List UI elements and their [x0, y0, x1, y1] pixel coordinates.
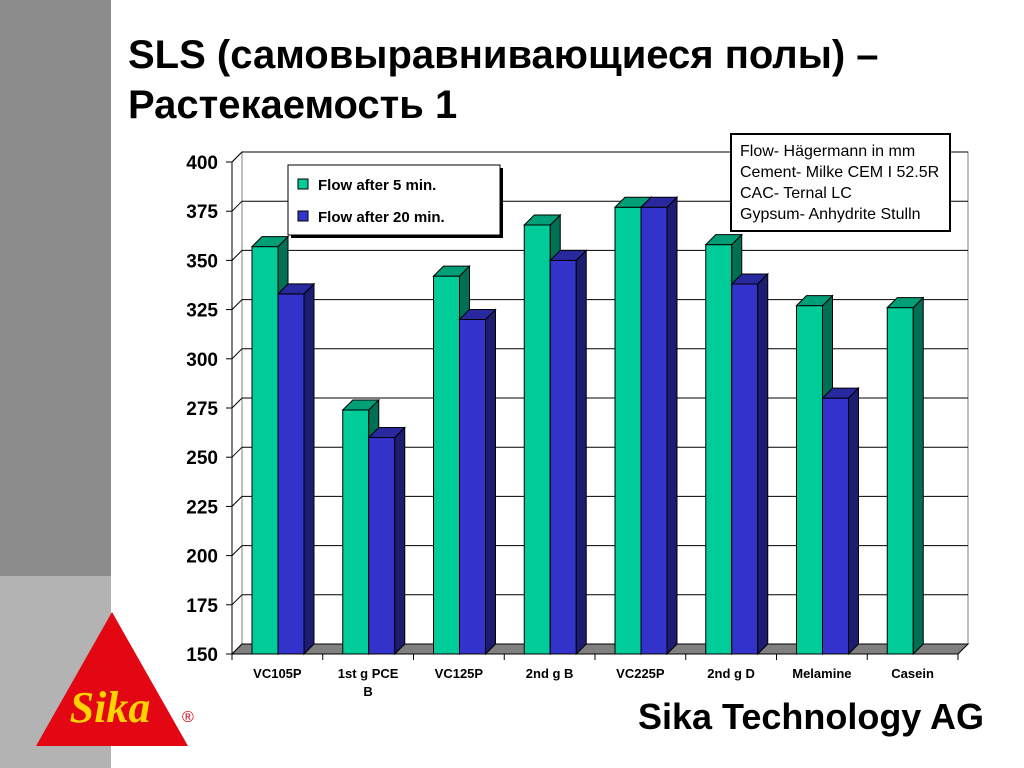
bar-top: [341, 399, 380, 411]
bar: [614, 206, 642, 655]
legend-swatch: [297, 210, 309, 222]
slide-title-line-1: SLS (самовыравнивающиеся полы) –: [128, 33, 879, 77]
bar: [731, 283, 759, 655]
bar: [368, 437, 396, 655]
notes-line: Flow- Hägermann in mm: [740, 143, 916, 160]
x-tick-label: Melamine: [792, 666, 851, 681]
bar-top: [704, 234, 743, 246]
y-tick-label: 150: [186, 645, 218, 666]
y-tick-label: 275: [186, 399, 218, 420]
logo-registered-mark: ®: [182, 709, 194, 726]
bar-top: [367, 427, 406, 439]
slide-title: SLS (самовыравнивающиеся полы) – Растека…: [128, 30, 1008, 130]
bar: [433, 275, 460, 655]
bar-top: [795, 295, 834, 307]
notes-line: Cement- Milke CEM I 52.5R: [740, 164, 940, 181]
bar: [342, 409, 370, 655]
bar-side: [485, 308, 496, 656]
x-tick-label: 1st g PCE: [338, 666, 399, 681]
bar: [549, 259, 577, 655]
bar: [459, 318, 486, 655]
bar-top: [523, 214, 562, 226]
bar: [640, 206, 668, 655]
bar-side: [848, 386, 859, 656]
bar-top: [458, 308, 497, 320]
bar: [277, 293, 305, 655]
logo-triangle: [36, 612, 188, 746]
x-tick-label: Casein: [891, 666, 934, 681]
company-name: Sika Technology AG: [637, 696, 984, 737]
bar: [886, 307, 914, 655]
x-tick-label: VC105P: [253, 666, 302, 681]
bar-side: [303, 282, 315, 656]
y-tick-label: 400: [186, 153, 218, 174]
y-tick-label: 175: [186, 596, 218, 617]
slide-title-line-2: Растекаемость 1: [128, 83, 458, 127]
y-tick-label: 225: [186, 497, 218, 518]
legend-label: Flow after 20 min.: [318, 209, 445, 226]
bar-top: [250, 236, 290, 248]
bar-top: [730, 273, 769, 285]
legend-swatch: [297, 178, 309, 190]
bar-side: [912, 296, 924, 656]
y-tick-label: 375: [186, 202, 218, 223]
x-tick-label: B: [363, 684, 372, 699]
y-tick-label: 350: [186, 251, 218, 272]
notes-line: CAC- Ternal LC: [740, 185, 852, 202]
bar-top: [886, 297, 925, 309]
bar: [796, 305, 823, 655]
bar: [822, 397, 849, 655]
gridline: [231, 200, 968, 212]
logo-wordmark: Sika: [70, 683, 151, 732]
bar-side: [666, 196, 678, 656]
gridline: [231, 151, 968, 163]
legend-label: Flow after 5 min.: [318, 177, 436, 194]
x-tick-label: 2nd g B: [526, 666, 574, 681]
y-tick-label: 250: [186, 448, 218, 469]
notes-line: Gypsum- Anhydrite Stulln: [740, 206, 921, 223]
bar: [523, 224, 551, 655]
y-tick-label: 325: [186, 301, 218, 322]
bar-side: [575, 249, 587, 656]
x-tick-label: VC125P: [435, 666, 484, 681]
bar: [251, 246, 279, 655]
bar-top: [549, 249, 588, 261]
bar: [705, 244, 733, 655]
legend-box: [287, 164, 501, 236]
bar-top: [276, 283, 316, 295]
x-tick-label: VC225P: [616, 666, 665, 681]
bar-side: [394, 426, 406, 656]
bar-side: [757, 272, 769, 656]
y-tick-label: 200: [186, 547, 218, 568]
bar-top: [432, 265, 471, 277]
notes-box: Flow- Hägermann in mm Cement- Milke CEM …: [730, 133, 952, 232]
x-tick-label: 2nd g D: [707, 666, 755, 681]
bar-top: [639, 196, 679, 208]
y-tick-label: 300: [186, 350, 218, 371]
sidebar-band-top: [0, 0, 111, 576]
sika-logo: Sika ®: [36, 612, 194, 746]
bar-top: [821, 387, 860, 399]
